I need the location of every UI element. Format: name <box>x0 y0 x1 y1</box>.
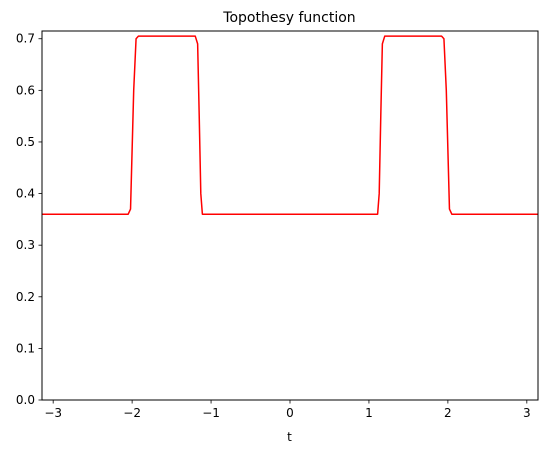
y-tick-label: 0.1 <box>16 341 35 355</box>
x-tick-label: −2 <box>123 406 141 420</box>
x-tick-label: 0 <box>286 406 294 420</box>
plot-lines <box>42 35 538 215</box>
y-tick-label: 0.7 <box>16 32 35 46</box>
x-tick-label: −3 <box>44 406 62 420</box>
x-tick-label: 2 <box>444 406 452 420</box>
x-tick-label: 3 <box>523 406 531 420</box>
y-tick-label: 0.6 <box>16 83 35 97</box>
axes-frame <box>41 30 539 401</box>
y-tick-label: 0.5 <box>16 135 35 149</box>
x-axis-ticks: −3 −2 −1 0 1 2 3 <box>44 400 531 420</box>
x-tick-label: 1 <box>365 406 373 420</box>
y-tick-label: 0.2 <box>16 290 35 304</box>
chart-title: Topothesy function <box>222 10 355 26</box>
y-axis-ticks: 0.0 0.1 0.2 0.3 0.4 0.5 0.6 0.7 <box>16 32 42 407</box>
series-line-0 <box>42 35 538 215</box>
y-tick-label: 0.3 <box>16 238 35 252</box>
x-tick-label: −1 <box>202 406 220 420</box>
y-tick-label: 0.0 <box>16 393 35 407</box>
x-axis-label: t <box>287 430 292 444</box>
y-tick-label: 0.4 <box>16 187 35 201</box>
